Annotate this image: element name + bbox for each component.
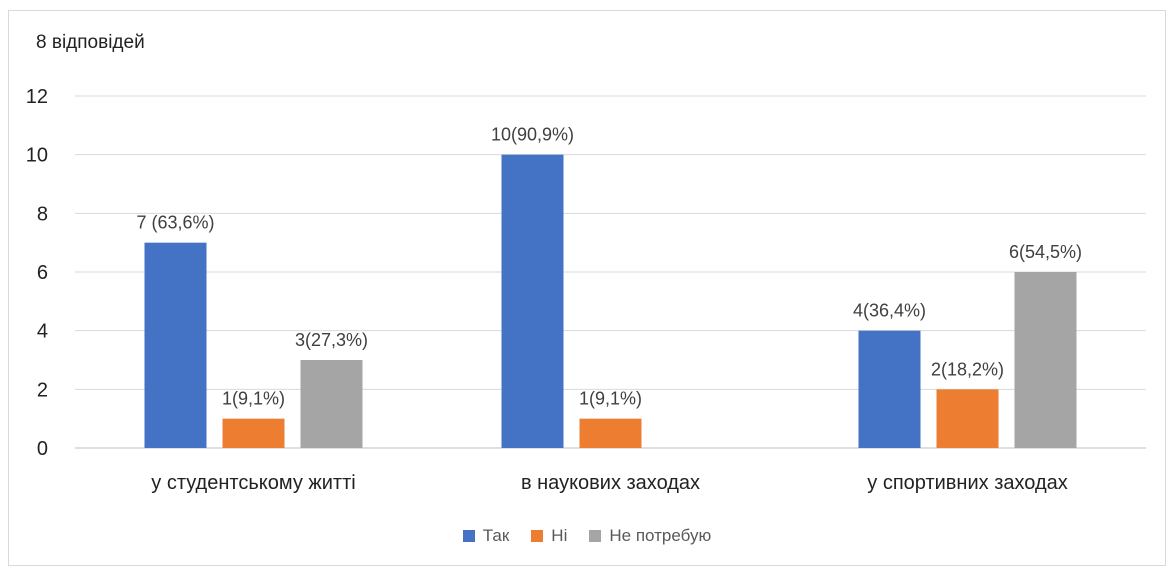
bar (222, 418, 285, 448)
bar (858, 330, 921, 448)
x-category-label: у студентському житті (151, 472, 355, 494)
y-tick-label: 0 (37, 438, 48, 460)
data-label: 1(9,1%) (579, 389, 642, 409)
y-tick-label: 8 (37, 203, 48, 225)
data-label: 7 (63,6%) (136, 213, 214, 233)
legend-label-ne-potrebuyu: Не потребую (609, 526, 712, 545)
bar (144, 242, 207, 448)
legend: Так Ні Не потребую (0, 526, 1174, 546)
bar (1014, 272, 1077, 448)
y-tick-label: 6 (37, 262, 48, 284)
bar (501, 154, 564, 448)
y-tick-label: 10 (26, 145, 48, 167)
data-label: 10(90,9%) (491, 125, 574, 145)
y-tick-label: 2 (37, 379, 48, 401)
y-tick-label: 4 (37, 321, 48, 343)
data-label: 1(9,1%) (222, 389, 285, 409)
y-tick-label: 12 (26, 86, 48, 108)
data-label: 4(36,4%) (853, 301, 926, 321)
legend-label-tak: Так (482, 526, 510, 545)
legend-label-ni: Ні (551, 526, 568, 545)
data-label: 3(27,3%) (295, 330, 368, 350)
legend-item-ni: Ні (531, 526, 567, 546)
legend-swatch-ni (531, 530, 544, 542)
bar (579, 418, 642, 448)
legend-item-ne-potrebuyu: Не потребую (589, 526, 711, 546)
bar (300, 360, 363, 448)
chart-subtitle: 8 відповідей (36, 32, 145, 53)
data-label: 2(18,2%) (931, 359, 1004, 379)
x-category-label: в наукових заходах (521, 472, 700, 494)
legend-swatch-tak (462, 530, 475, 542)
bar (936, 389, 999, 448)
data-label: 6(54,5%) (1009, 242, 1082, 262)
x-category-label: у спортивних заходах (867, 472, 1067, 494)
legend-item-tak: Так (462, 526, 510, 546)
legend-swatch-ne-potrebuyu (589, 530, 602, 542)
